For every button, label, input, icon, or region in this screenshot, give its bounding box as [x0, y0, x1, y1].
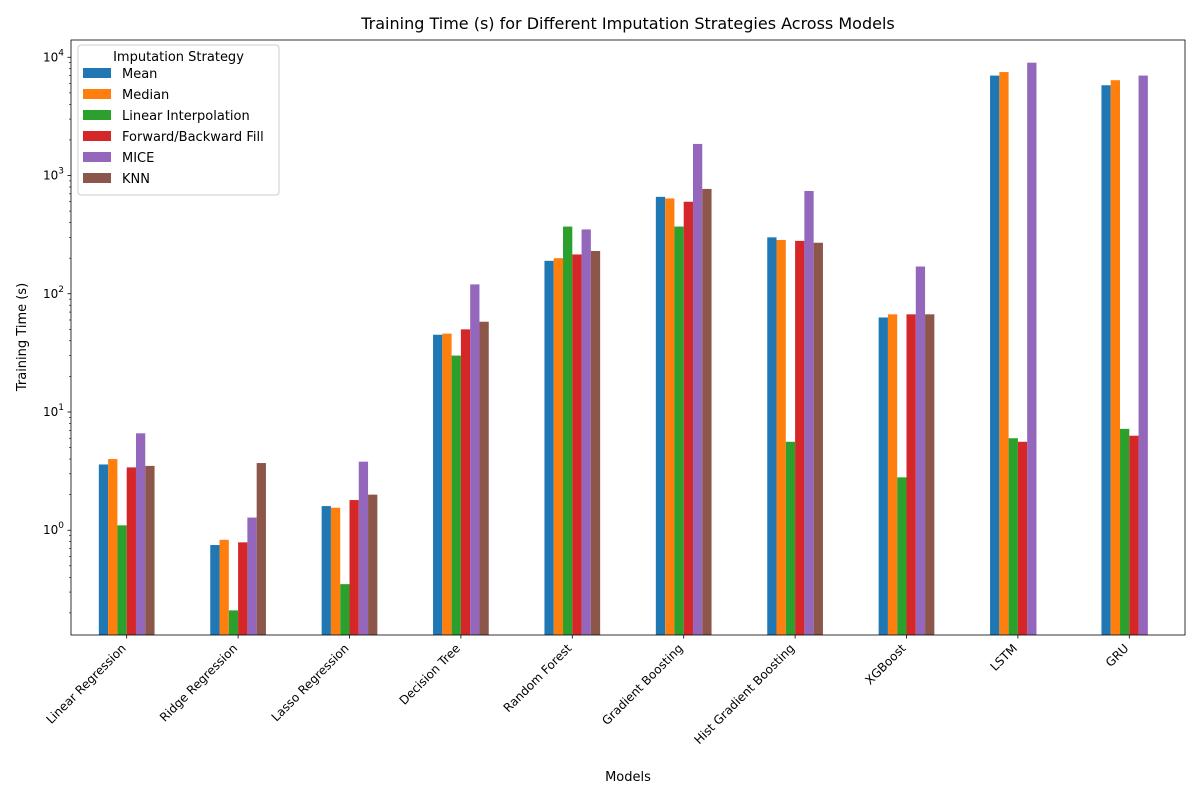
bar-mean-xgboost — [878, 317, 888, 635]
x-tick-label: Linear Regression — [43, 641, 128, 726]
y-tick-label: 104 — [43, 48, 64, 64]
bar-median-ridge-regression — [219, 539, 229, 635]
bar-knn-random-forest — [590, 250, 601, 636]
bar-median-hist-gradient-boosting — [776, 239, 786, 636]
legend-entry: Median — [122, 88, 169, 103]
bar-mean-gru — [1101, 85, 1111, 635]
legend-entry: Forward/Backward Fill — [122, 130, 264, 145]
bar-forward-backward-fill-lasso-regression — [349, 500, 359, 635]
bar-median-gru — [1110, 80, 1121, 635]
bar-median-lasso-regression — [330, 507, 341, 635]
legend-swatch — [83, 131, 111, 141]
x-tick-label: Hist Gradient Boosting — [691, 641, 797, 747]
bar-forward-backward-fill-random-forest — [572, 254, 582, 635]
bar-linear-interpolation-ridge-regression — [228, 610, 239, 635]
x-tick-label: Ridge Regression — [157, 641, 240, 724]
bar-mean-lstm — [990, 75, 1000, 636]
bar-median-lstm — [999, 72, 1009, 636]
bar-forward-backward-fill-ridge-regression — [238, 542, 248, 635]
bar-linear-interpolation-decision-tree — [451, 355, 461, 635]
bar-mean-linear-regression — [98, 464, 109, 635]
bar-knn-gradient-boosting — [702, 188, 712, 635]
bar-linear-interpolation-lstm — [1008, 438, 1018, 635]
y-tick-label: 100 — [43, 521, 64, 537]
bar-knn-xgboost — [925, 314, 935, 635]
x-tick-label: Gradient Boosting — [599, 641, 686, 728]
legend-entry: Mean — [122, 67, 157, 82]
x-tick-label: XGBoost — [862, 641, 908, 687]
bar-mean-decision-tree — [433, 334, 443, 635]
bar-linear-interpolation-linear-regression — [117, 525, 127, 635]
legend-swatch — [83, 173, 111, 183]
legend-swatch — [83, 110, 111, 120]
bar-mice-linear-regression — [135, 433, 146, 635]
bar-knn-hist-gradient-boosting — [813, 242, 823, 635]
bar-mean-lasso-regression — [321, 506, 331, 635]
x-tick-label: GRU — [1103, 641, 1132, 670]
bar-linear-interpolation-random-forest — [563, 226, 573, 635]
bar-mice-gru — [1138, 75, 1148, 636]
y-tick-label: 102 — [43, 285, 64, 301]
legend-swatch — [83, 152, 111, 162]
bar-median-gradient-boosting — [665, 198, 675, 635]
bar-linear-interpolation-lasso-regression — [340, 584, 350, 635]
legend-entry: Linear Interpolation — [122, 109, 250, 124]
bar-mice-random-forest — [581, 229, 591, 635]
legend-swatch — [83, 68, 111, 78]
legend-entry: MICE — [122, 151, 154, 166]
legend-swatch — [83, 89, 111, 99]
bar-forward-backward-fill-hist-gradient-boosting — [795, 240, 805, 635]
bar-mice-lasso-regression — [358, 461, 369, 635]
bar-linear-interpolation-hist-gradient-boosting — [785, 441, 796, 635]
bar-mice-gradient-boosting — [692, 143, 703, 635]
bar-forward-backward-fill-gradient-boosting — [683, 201, 693, 635]
bar-median-decision-tree — [442, 333, 452, 635]
y-tick-label: 103 — [43, 167, 64, 183]
bar-linear-interpolation-gru — [1120, 428, 1130, 635]
bar-knn-decision-tree — [479, 321, 489, 635]
legend-title: Imputation Strategy — [113, 50, 244, 65]
bar-mean-hist-gradient-boosting — [767, 237, 777, 635]
bar-mean-ridge-regression — [210, 545, 220, 635]
x-tick-label: Lasso Regression — [269, 641, 352, 724]
bar-forward-backward-fill-decision-tree — [460, 329, 471, 635]
chart-title: Training Time (s) for Different Imputati… — [360, 14, 894, 33]
bar-forward-backward-fill-xgboost — [906, 314, 916, 635]
bar-forward-backward-fill-gru — [1129, 435, 1139, 635]
bar-mice-xgboost — [915, 266, 926, 635]
legend-entry: KNN — [122, 172, 150, 187]
x-tick-label: LSTM — [987, 641, 1020, 674]
legend: Imputation Strategy Mean Median Linear Inte… — [77, 44, 280, 196]
bar-mean-gradient-boosting — [655, 196, 666, 635]
y-axis-label: Training Time (s) — [15, 283, 30, 392]
bar-knn-linear-regression — [145, 465, 155, 635]
bar-forward-backward-fill-lstm — [1017, 441, 1028, 635]
bar-mean-random-forest — [544, 260, 554, 635]
bar-median-random-forest — [553, 258, 564, 635]
x-tick-label: Random Forest — [501, 641, 575, 715]
y-tick-label: 101 — [43, 403, 64, 419]
bar-linear-interpolation-xgboost — [897, 477, 907, 635]
bar-mice-hist-gradient-boosting — [804, 190, 814, 636]
plot-frame — [70, 39, 1186, 636]
legend-box — [77, 44, 280, 196]
bar-mice-lstm — [1027, 62, 1037, 635]
bar-median-xgboost — [887, 314, 898, 635]
bar-knn-ridge-regression — [256, 463, 266, 635]
bar-mice-decision-tree — [470, 284, 480, 635]
bar-mice-ridge-regression — [247, 517, 257, 635]
bars-layer — [98, 62, 1148, 636]
bar-knn-lasso-regression — [368, 494, 378, 635]
x-axis-label: Models — [605, 770, 651, 785]
bar-median-linear-regression — [108, 459, 118, 635]
bar-linear-interpolation-gradient-boosting — [674, 226, 684, 635]
bar-forward-backward-fill-linear-regression — [126, 467, 136, 635]
x-tick-label: Decision Tree — [397, 641, 463, 707]
